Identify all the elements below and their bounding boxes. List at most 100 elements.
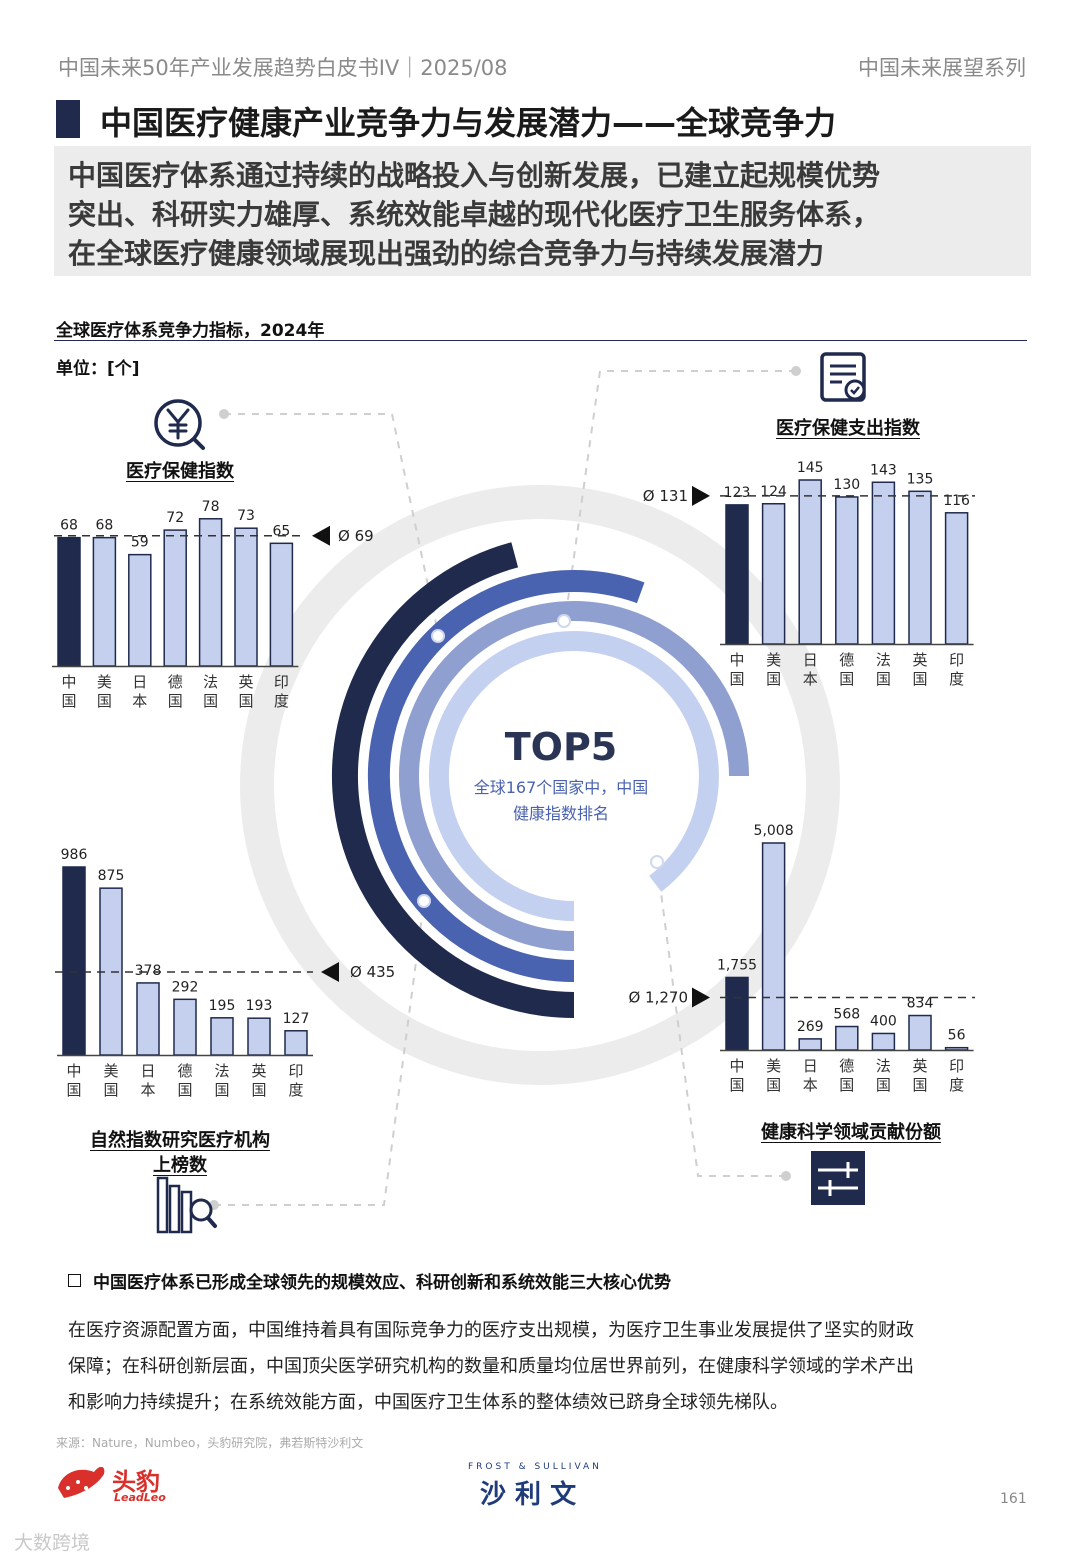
- category-tick-label: 国: [168, 692, 183, 710]
- category-tick-label: 国: [238, 692, 253, 710]
- leadleo-logo-cn: 头豹: [112, 1468, 160, 1496]
- category-tick-label: 日: [140, 1062, 155, 1080]
- frost-sullivan-logo-cn: 沙 利 文: [480, 1480, 577, 1510]
- ring-dot: [650, 855, 664, 869]
- category-tick-label: 本: [803, 670, 818, 688]
- bar-value-label: 145: [797, 460, 824, 476]
- category-tick-label: 英: [912, 1057, 927, 1075]
- category-tick-label: 国: [251, 1081, 266, 1099]
- source-note: 来源：Nature，Numbeo，头豹研究院，弗若斯特沙利文: [56, 1436, 364, 1450]
- category-tick-label: 德: [177, 1062, 192, 1080]
- bar-value-label: 56: [948, 1028, 966, 1044]
- bar-value-label: 195: [209, 998, 236, 1014]
- figure-title: 全球医疗体系竞争力指标，2024年: [56, 321, 325, 341]
- category-tick-label: 中: [61, 673, 76, 691]
- leadleo-logo-en: LeadLeo: [114, 1491, 166, 1504]
- category-tick-label: 日: [132, 673, 147, 691]
- category-tick-label: 度: [288, 1081, 303, 1099]
- average-marker: [321, 962, 339, 983]
- bar: [835, 1025, 859, 1051]
- title-accent-bar: [56, 100, 80, 138]
- category-tick-label: 德: [839, 651, 854, 669]
- bullet-heading: 中国医疗体系已形成全球领先的规模效应、科研创新和系统效能三大核心优势: [68, 1268, 671, 1293]
- connector-top-left: [224, 413, 439, 634]
- bar: [798, 1038, 822, 1051]
- ring-arc-1: [331, 542, 575, 1018]
- category-tick-label: 日: [803, 1057, 818, 1075]
- category-tick-label: 国: [912, 670, 927, 688]
- bar-value-label: 875: [98, 868, 125, 884]
- category-tick-label: 印: [274, 673, 289, 691]
- category-tick-label: 本: [140, 1081, 155, 1099]
- bar-value-label: 135: [907, 471, 934, 487]
- paragraph-line: 和影响力持续提升；在系统效能方面，中国医疗卫生体系的整体绩效已跻身全球领先梯队。: [68, 1392, 788, 1413]
- bar: [198, 518, 223, 667]
- category-tick-label: 美: [766, 1057, 781, 1075]
- ring-dot: [417, 894, 431, 908]
- category-tick-label: 印: [949, 1057, 964, 1075]
- bar: [247, 1017, 271, 1056]
- bar: [62, 866, 86, 1056]
- bar-value-label: 59: [131, 535, 149, 551]
- category-tick-label: 本: [132, 692, 147, 710]
- figure-rule: [54, 340, 1027, 341]
- document-icon: [820, 352, 866, 402]
- category-tick-label: 国: [97, 692, 112, 710]
- chart-nature-index-institutions: 986 中国 875 美国 378 日本 292 德国 195 法国 193 英国 127 印度 Ø 435: [55, 847, 395, 1099]
- bar: [835, 496, 859, 645]
- bar-value-label: 116: [943, 493, 970, 509]
- background-ring: [240, 485, 840, 1085]
- leadleo-logo: 头豹 LeadLeo: [54, 1458, 184, 1506]
- sliders-icon: [811, 1151, 865, 1205]
- category-tick-label: 中: [66, 1062, 81, 1080]
- center-line-2: 健康指数排名: [513, 804, 609, 823]
- category-tick-label: 印: [949, 651, 964, 669]
- page-title: 中国医疗健康产业竞争力与发展潜力——全球竞争力: [100, 104, 837, 142]
- ring-dots: [417, 614, 664, 908]
- ring-arc-3: [399, 601, 749, 951]
- bar-value-label: 378: [135, 963, 162, 979]
- category-tick-label: 国: [729, 1076, 744, 1094]
- bar-value-label: 986: [61, 847, 88, 863]
- average-marker: [692, 485, 710, 506]
- category-tick-label: 国: [66, 1081, 81, 1099]
- bar-value-label: 568: [833, 1007, 860, 1023]
- category-tick-label: 度: [274, 692, 289, 710]
- panel-title-spending-index: 医疗保健支出指数: [776, 418, 920, 439]
- bullet-heading-text: 中国医疗体系已形成全球领先的规模效应、科研创新和系统效能三大核心优势: [93, 1273, 671, 1293]
- category-tick-label: 法: [214, 1062, 229, 1080]
- paragraph-line: 保障；在科研创新层面，中国顶尖医学研究机构的数量和质量均位居世界前列，在健康科学…: [68, 1356, 914, 1377]
- category-tick-label: 国: [876, 670, 891, 688]
- category-tick-label: 国: [766, 670, 781, 688]
- category-tick-label: 印: [288, 1062, 303, 1080]
- average-label: Ø 1,270: [628, 989, 688, 1007]
- figure-unit: 单位：[个]: [56, 359, 140, 379]
- bar-value-label: 68: [95, 518, 113, 534]
- bar-value-label: 73: [237, 508, 255, 524]
- category-tick-label: 本: [803, 1076, 818, 1094]
- frost-sullivan-logo-en: FROST & SULLIVAN: [468, 1462, 602, 1472]
- connector-top-right: [564, 370, 796, 622]
- bar-value-label: 1,755: [717, 957, 757, 973]
- bar: [136, 982, 160, 1056]
- ring-arc-4: [428, 631, 719, 921]
- chart-healthcare-spending-index: 123 中国 124 美国 145 日本 130 德国 143 法国 135 英国 116 印度 Ø 131: [643, 460, 975, 688]
- bar: [92, 536, 117, 667]
- category-tick-label: 国: [203, 692, 218, 710]
- bar-value-label: 292: [172, 979, 199, 995]
- bar: [908, 490, 932, 645]
- page-number: 161: [1000, 1491, 1027, 1507]
- category-tick-label: 国: [912, 1076, 927, 1094]
- average-label: Ø 131: [643, 487, 688, 505]
- bar-value-label: 123: [724, 485, 751, 501]
- category-tick-label: 国: [876, 1076, 891, 1094]
- paragraph-line: 在医疗资源配置方面，中国维持着具有国际竞争力的医疗支出规模，为医疗卫生事业发展提…: [68, 1320, 914, 1341]
- bar-value-label: 5,008: [754, 823, 794, 839]
- chart-healthcare-index: 68 中国 68 美国 59 日本 72 德国 78 法国 73 英国 65 印度 Ø 69: [52, 499, 374, 710]
- bar-value-label: 143: [870, 462, 897, 478]
- books-search-icon: [156, 1176, 217, 1234]
- bar-value-label: 834: [907, 996, 934, 1012]
- bar: [163, 529, 187, 667]
- category-tick-label: 美: [103, 1062, 118, 1080]
- connector-bottom-left: [214, 900, 425, 1206]
